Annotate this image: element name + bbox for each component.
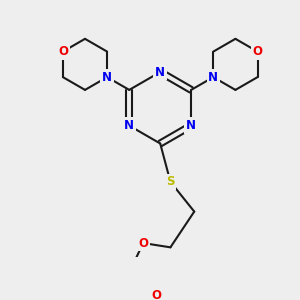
- Text: O: O: [58, 45, 68, 58]
- Text: S: S: [166, 175, 175, 188]
- Text: O: O: [138, 237, 148, 250]
- Text: O: O: [151, 289, 161, 300]
- Text: N: N: [124, 119, 134, 132]
- Text: O: O: [151, 289, 161, 300]
- Text: N: N: [155, 65, 165, 79]
- Text: N: N: [102, 70, 112, 84]
- Text: N: N: [208, 70, 218, 84]
- Text: N: N: [186, 119, 196, 132]
- Text: O: O: [58, 45, 68, 58]
- Text: N: N: [186, 119, 196, 132]
- Text: O: O: [253, 45, 262, 58]
- Text: S: S: [166, 175, 175, 188]
- Text: O: O: [253, 45, 262, 58]
- Text: N: N: [124, 119, 134, 132]
- Text: O: O: [138, 237, 148, 250]
- Text: N: N: [155, 65, 165, 79]
- Text: N: N: [208, 70, 218, 84]
- Text: N: N: [102, 70, 112, 84]
